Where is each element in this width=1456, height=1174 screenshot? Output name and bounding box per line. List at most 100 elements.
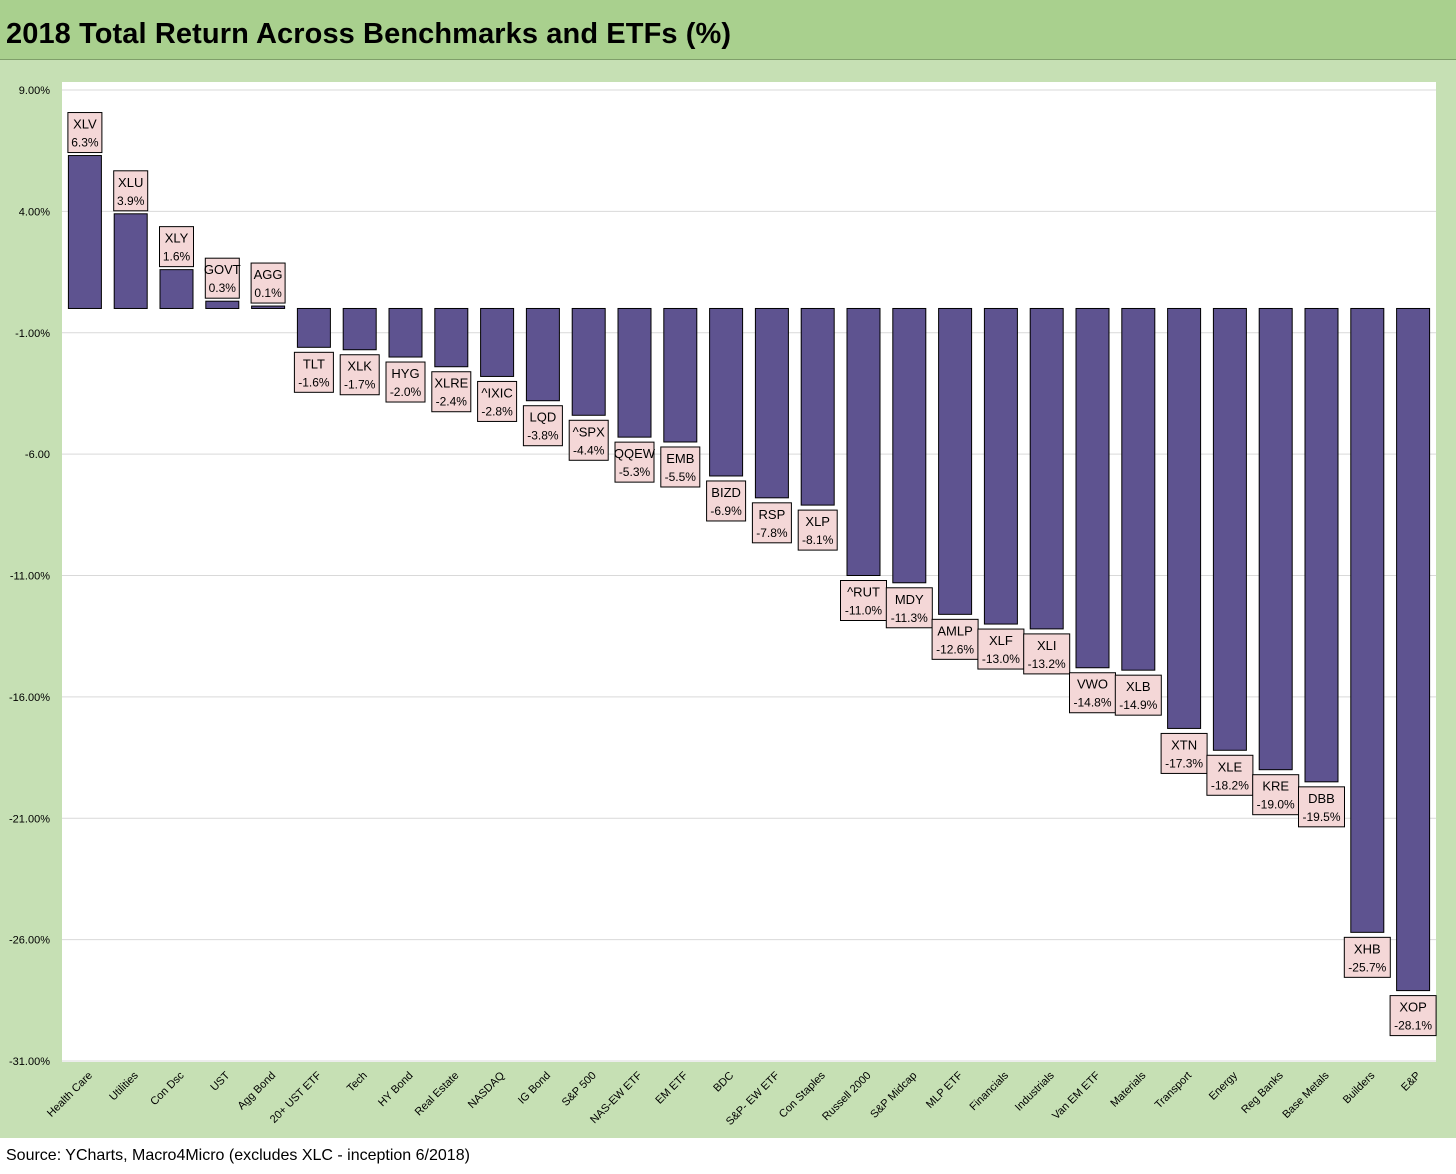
bars xyxy=(67,155,1431,992)
y-tick-label: -1.00% xyxy=(15,328,50,340)
data-label-ticker: XLRE xyxy=(434,376,468,391)
data-label-ticker: BIZD xyxy=(711,485,741,500)
plot-area xyxy=(62,82,1436,1062)
data-label: XHB -25.7% xyxy=(1343,936,1391,978)
data-label-value: -2.4% xyxy=(436,395,468,409)
x-category-label: Real Estate xyxy=(413,1070,462,1119)
x-category-label: Industrials xyxy=(1013,1069,1057,1113)
y-tick-label: -6.00 xyxy=(25,449,50,461)
data-label: XLK -1.7% xyxy=(339,354,380,396)
data-label: GOVT 0.3% xyxy=(204,257,241,299)
data-label-value: 0.1% xyxy=(254,286,282,300)
data-label-value: -28.1% xyxy=(1394,1019,1432,1033)
data-label-ticker: XLB xyxy=(1126,679,1151,694)
bar xyxy=(205,300,240,309)
data-label-ticker: HYG xyxy=(391,366,419,381)
chart-title: 2018 Total Return Across Benchmarks and … xyxy=(6,18,732,50)
data-label-ticker: XOP xyxy=(1399,1000,1426,1015)
data-label: AGG 0.1% xyxy=(250,262,286,304)
y-tick-label: -31.00% xyxy=(9,1056,50,1068)
bar xyxy=(525,307,560,402)
x-axis-categories: Health Care Utilities Con Dsc UST Agg Bond20… xyxy=(45,1069,1423,1128)
data-label-ticker: ^RUT xyxy=(847,585,880,600)
data-label: XLRE -2.4% xyxy=(431,371,472,413)
data-label-value: -14.9% xyxy=(1119,698,1157,712)
bar xyxy=(1167,307,1202,729)
bar xyxy=(983,307,1018,625)
data-label-value: -5.3% xyxy=(619,465,651,479)
y-tick-label: -26.00% xyxy=(9,935,50,947)
data-label-ticker: ^IXIC xyxy=(481,385,512,400)
bar xyxy=(709,307,744,477)
bar xyxy=(754,307,789,499)
data-label-value: -13.2% xyxy=(1028,657,1066,671)
x-category-label: Agg Bond xyxy=(236,1070,279,1113)
data-label: ^IXIC -2.8% xyxy=(477,380,518,422)
data-label: LQD -3.8% xyxy=(522,405,563,447)
bar xyxy=(1350,307,1385,933)
data-label-ticker: RSP xyxy=(759,507,786,522)
x-category-label: BDC xyxy=(711,1070,736,1095)
data-label-ticker: XLV xyxy=(73,117,97,132)
y-tick-label: -21.00% xyxy=(9,813,50,825)
data-label: VWO -14.8% xyxy=(1069,672,1116,714)
bar xyxy=(617,307,652,438)
bar xyxy=(892,307,927,584)
x-category-label: Financials xyxy=(968,1069,1012,1113)
bar xyxy=(480,307,515,377)
bar xyxy=(159,269,194,309)
data-label-value: -2.8% xyxy=(481,404,513,418)
data-label-ticker: VWO xyxy=(1077,677,1108,692)
data-label-ticker: AGG xyxy=(254,267,283,282)
x-category-label: MLP ETF xyxy=(924,1069,965,1110)
data-label-value: -3.8% xyxy=(527,429,559,443)
bar xyxy=(113,213,148,309)
data-label-value: 0.3% xyxy=(209,281,237,295)
data-label-value: 6.3% xyxy=(71,136,99,150)
data-label-ticker: KRE xyxy=(1262,779,1289,794)
data-label-value: -25.7% xyxy=(1348,960,1386,974)
x-category-label: S&P Midcap xyxy=(868,1070,919,1121)
data-label-ticker: EMB xyxy=(666,451,694,466)
bar xyxy=(388,307,423,358)
x-category-label: Reg Banks xyxy=(1239,1069,1286,1116)
bar xyxy=(67,155,102,309)
data-label: BIZD -6.9% xyxy=(706,480,747,522)
data-label-value: -12.6% xyxy=(936,642,974,656)
data-label-value: -1.7% xyxy=(344,378,376,392)
data-label: RSP -7.8% xyxy=(751,502,792,544)
y-tick-label: -11.00% xyxy=(10,571,50,583)
x-category-label: Transport xyxy=(1153,1070,1194,1111)
data-label-value: -11.3% xyxy=(891,611,928,625)
x-category-label: EM ETF xyxy=(653,1069,690,1106)
data-label-value: 1.6% xyxy=(163,250,191,264)
data-label-ticker: XLU xyxy=(118,175,143,190)
x-category-label: Energy xyxy=(1207,1069,1240,1102)
data-label-value: -14.8% xyxy=(1073,696,1111,710)
data-label: DBB -19.5% xyxy=(1298,786,1345,828)
data-label-value: -13.0% xyxy=(982,652,1020,666)
bar xyxy=(1075,307,1110,669)
data-label: XOP -28.1% xyxy=(1389,995,1437,1037)
x-category-label: UST xyxy=(208,1069,232,1093)
bar xyxy=(1258,307,1293,771)
y-tick-label: 9.00% xyxy=(19,85,50,97)
x-category-label: Con Dsc xyxy=(148,1069,187,1108)
data-label-ticker: XLI xyxy=(1037,638,1057,653)
data-label: QQEW -5.3% xyxy=(614,441,656,483)
data-label: XLF -13.0% xyxy=(977,628,1025,670)
x-category-label: Tech xyxy=(345,1070,370,1095)
data-label: XTN -17.3% xyxy=(1160,732,1208,774)
data-label-value: -17.3% xyxy=(1165,756,1203,770)
data-label-ticker: XLF xyxy=(989,633,1013,648)
data-label-value: -18.2% xyxy=(1211,778,1249,792)
x-category-label: S&P 500 xyxy=(560,1070,599,1109)
data-label-ticker: XLP xyxy=(805,514,830,529)
source-bar: Source: YCharts, Macro4Micro (excludes X… xyxy=(0,1138,1456,1174)
y-tick-label: 4.00% xyxy=(19,206,50,218)
data-label-value: 3.9% xyxy=(117,194,145,208)
data-label-ticker: LQD xyxy=(530,410,557,425)
data-label-ticker: DBB xyxy=(1308,791,1335,806)
data-label: EMB -5.5% xyxy=(660,446,701,488)
data-label-value: -1.6% xyxy=(298,375,330,389)
